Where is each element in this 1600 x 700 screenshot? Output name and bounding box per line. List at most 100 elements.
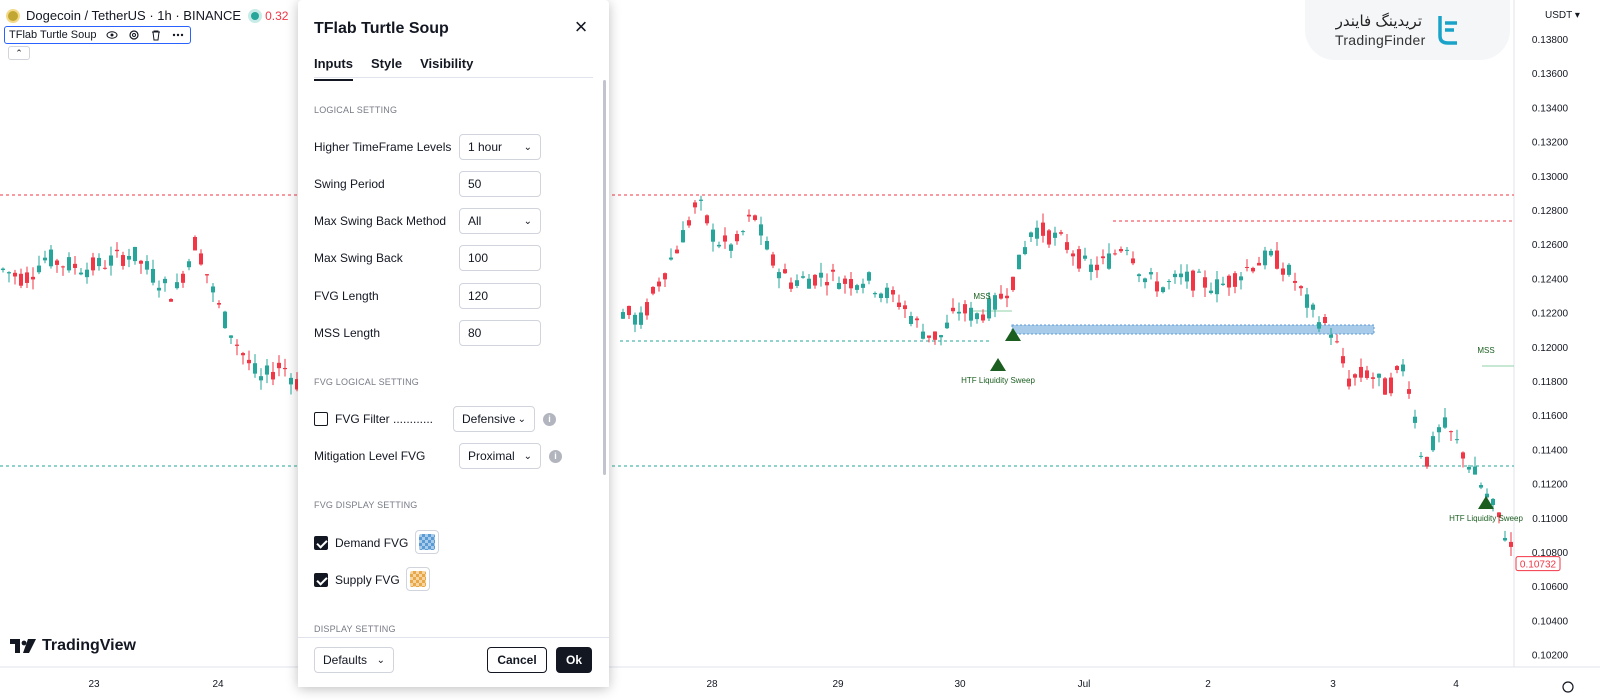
candle-body: [1041, 222, 1045, 236]
htf-levels-select[interactable]: 1 hour ⌄: [459, 134, 541, 160]
candle-body: [1137, 274, 1141, 277]
fvg-filter-select[interactable]: Defensive ⌄: [453, 406, 535, 432]
chart-settings-icon[interactable]: [1562, 681, 1574, 693]
fvg-length-label: FVG Length: [314, 289, 379, 303]
indicator-settings-dialog: TFlab Turtle Soup × Inputs Style Visibil…: [298, 0, 609, 687]
trash-icon[interactable]: [150, 29, 162, 41]
section-logical: LOGICAL SETTING: [314, 105, 398, 115]
supply-fvg-label: Supply FVG: [335, 573, 400, 587]
candle-body: [1245, 266, 1249, 268]
candle-body: [1389, 377, 1393, 394]
time-tick-label: 30: [954, 679, 966, 690]
cancel-button[interactable]: Cancel: [487, 647, 547, 673]
tabs-divider: [314, 77, 593, 78]
swing-period-input[interactable]: 50: [459, 171, 541, 197]
section-fvg-logical: FVG LOGICAL SETTING: [314, 377, 419, 387]
supply-color-swatch[interactable]: [406, 567, 430, 591]
demand-color-swatch[interactable]: [415, 530, 439, 554]
indicator-name[interactable]: TFlab Turtle Soup: [9, 29, 97, 41]
candle-body: [903, 305, 907, 310]
candle-body: [181, 273, 185, 283]
chevron-down-icon: ⌄: [523, 141, 532, 153]
candle-body: [855, 285, 859, 290]
mss-length-input[interactable]: 80: [459, 320, 541, 346]
tab-visibility[interactable]: Visibility: [420, 56, 474, 71]
settings-icon[interactable]: [128, 29, 140, 41]
candle-body: [1143, 278, 1147, 283]
candle-body: [1473, 466, 1477, 475]
candle-body: [963, 304, 967, 314]
htf-levels-label: Higher TimeFrame Levels: [314, 140, 452, 154]
collapse-legend-button[interactable]: ⌃: [8, 46, 30, 60]
candle-body: [1089, 264, 1093, 272]
candle-body: [753, 215, 757, 220]
candle-body: [1377, 373, 1381, 378]
symbol-name[interactable]: Dogecoin / TetherUS · 1h · BINANCE: [26, 8, 242, 23]
symbol-header[interactable]: Dogecoin / TetherUS · 1h · BINANCE 0.32: [6, 8, 288, 23]
price-tick-label: 0.10400: [1532, 616, 1569, 627]
candle-body: [639, 312, 643, 325]
mitigation-select[interactable]: Proximal ⌄: [459, 443, 541, 469]
candle-body: [199, 253, 203, 265]
current-price-badge: [1515, 556, 1561, 572]
candle-body: [957, 311, 961, 314]
eye-icon[interactable]: [106, 29, 118, 41]
candle-body: [1305, 294, 1309, 308]
sweep-triangle-icon: [1005, 328, 1021, 341]
candle-body: [915, 318, 919, 321]
price-tick-label: 0.11600: [1532, 411, 1568, 422]
demand-color-fill: [419, 534, 435, 550]
candle-body: [31, 276, 35, 280]
price-tick-label: 0.11000: [1532, 514, 1568, 525]
swing-period-label: Swing Period: [314, 177, 385, 191]
candle-body: [633, 314, 637, 325]
candle-body: [259, 376, 263, 381]
candle-body: [975, 313, 979, 320]
info-icon[interactable]: i: [543, 413, 556, 426]
max-swing-back-input[interactable]: 100: [459, 245, 541, 271]
candle-body: [1065, 242, 1069, 250]
candle-body: [789, 282, 793, 289]
candle-body: [1191, 270, 1195, 291]
tradingview-mark-icon: [10, 639, 36, 653]
price-tick-label: 0.13800: [1532, 35, 1569, 46]
sweep-label: HTF Liquidity Sweep: [961, 376, 1035, 385]
tab-inputs[interactable]: Inputs: [314, 56, 353, 81]
swing-back-method-select[interactable]: All ⌄: [459, 208, 541, 234]
candle-body: [897, 302, 901, 307]
candle-body: [621, 312, 625, 319]
tab-style[interactable]: Style: [371, 56, 403, 71]
candle-body: [1335, 341, 1339, 343]
candle-body: [1491, 498, 1495, 505]
defaults-button[interactable]: Defaults ⌄: [314, 647, 394, 673]
ok-button[interactable]: Ok: [556, 647, 592, 673]
candle-body: [1101, 256, 1105, 259]
time-tick-label: 29: [832, 679, 844, 690]
time-tick-label: 24: [212, 679, 224, 690]
mitigation-label: Mitigation Level FVG: [314, 449, 426, 463]
candle-body: [969, 307, 973, 321]
supply-fvg-checkbox[interactable]: [314, 573, 328, 587]
currency-selector[interactable]: USDT ▾: [1545, 10, 1580, 21]
dialog-scrollbar[interactable]: [603, 80, 606, 475]
candle-body: [885, 287, 889, 299]
fvg-length-input[interactable]: 120: [459, 283, 541, 309]
candle-body: [1371, 377, 1375, 379]
indicator-legend[interactable]: TFlab Turtle Soup: [4, 26, 192, 44]
price-tick-label: 0.12800: [1532, 206, 1569, 217]
candle-body: [1365, 370, 1369, 378]
candle-body: [85, 269, 89, 278]
candle-body: [241, 353, 245, 356]
candle-body: [813, 274, 817, 286]
candle-body: [831, 269, 835, 272]
more-icon[interactable]: [172, 29, 184, 41]
demand-fvg-checkbox[interactable]: [314, 536, 328, 550]
section-fvg-display: FVG DISPLAY SETTING: [314, 500, 418, 510]
info-icon[interactable]: i: [549, 450, 562, 463]
candle-body: [843, 278, 847, 284]
fvg-filter-checkbox[interactable]: [314, 412, 328, 426]
candle-body: [1107, 253, 1111, 269]
close-icon[interactable]: ×: [574, 14, 588, 39]
candle-body: [1185, 271, 1189, 282]
